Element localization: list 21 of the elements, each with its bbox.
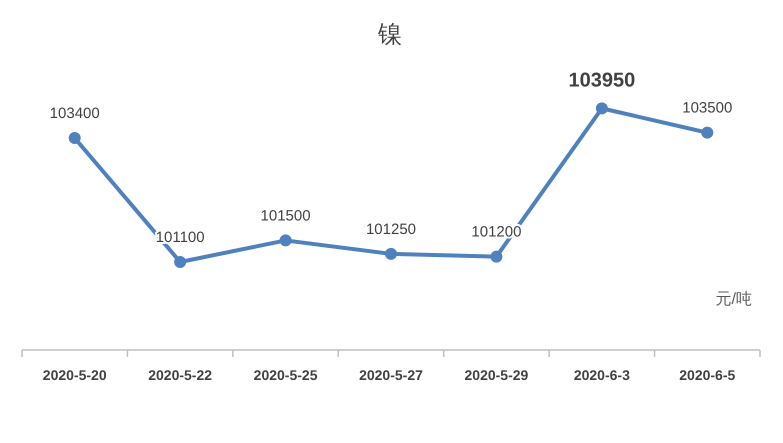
x-tick: 2020-5-25 [254, 367, 318, 383]
annotation: 元/吨 [716, 291, 752, 308]
data-label: 103400 [50, 105, 100, 122]
point [68, 132, 81, 144]
data-label: 103950 [568, 69, 636, 92]
point [385, 248, 397, 260]
point [280, 234, 292, 246]
point [701, 126, 714, 139]
data-label: 101250 [366, 220, 416, 238]
x-tick: 2020-5-29 [464, 367, 528, 383]
point [174, 256, 186, 268]
point [596, 102, 608, 114]
point [490, 250, 502, 263]
data-label: 103500 [682, 100, 732, 117]
data-label: 101500 [260, 207, 311, 224]
x-tick: 2020-6-5 [679, 367, 736, 383]
title: 镍 [378, 21, 402, 48]
x-tick: 2020-5-27 [359, 367, 423, 383]
x-tick: 2020-5-20 [42, 367, 107, 383]
x-tick: 2020-6-3 [574, 367, 630, 383]
x-tick: 2020-5-22 [148, 367, 212, 383]
